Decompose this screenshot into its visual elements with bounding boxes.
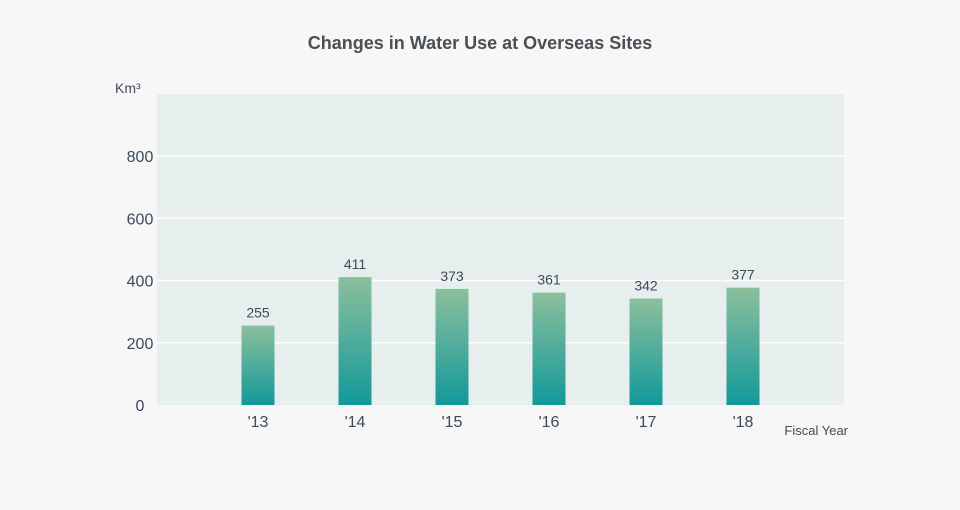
y-tick-label: 200: [127, 336, 154, 353]
y-tick-label: 600: [127, 211, 154, 228]
labels: 0 200 400 600 800 255 '13 411 '14 373 '15 361 '16 342…: [127, 149, 755, 431]
x-tick-label: '17: [636, 414, 657, 431]
x-tick-label: '14: [345, 414, 366, 431]
y-tick-label: 800: [127, 149, 154, 166]
bar-17: [629, 298, 663, 405]
y-tick-label: 0: [136, 398, 145, 415]
bar-14: [338, 277, 372, 405]
bar-15: [435, 288, 469, 405]
bar-13: [241, 325, 275, 405]
y-axis-unit-label: Km³: [115, 80, 141, 96]
bar-value-label: 255: [246, 305, 270, 321]
chart-title: Changes in Water Use at Overseas Sites: [307, 33, 653, 53]
bar-value-label: 411: [344, 256, 367, 272]
x-tick-label: '13: [248, 414, 269, 431]
x-axis-title: Fiscal Year: [784, 423, 848, 438]
x-tick-label: '18: [733, 414, 754, 431]
bar-value-label: 377: [731, 267, 755, 283]
bar-value-label: 361: [537, 272, 561, 288]
bar-value-label: 373: [440, 268, 464, 284]
bar-18: [726, 287, 760, 405]
bar-value-label: 342: [634, 278, 658, 294]
x-tick-label: '15: [442, 414, 463, 431]
y-tick-label: 400: [127, 274, 154, 291]
bar-16: [532, 292, 566, 405]
x-tick-label: '16: [539, 414, 560, 431]
bars: [241, 277, 760, 405]
